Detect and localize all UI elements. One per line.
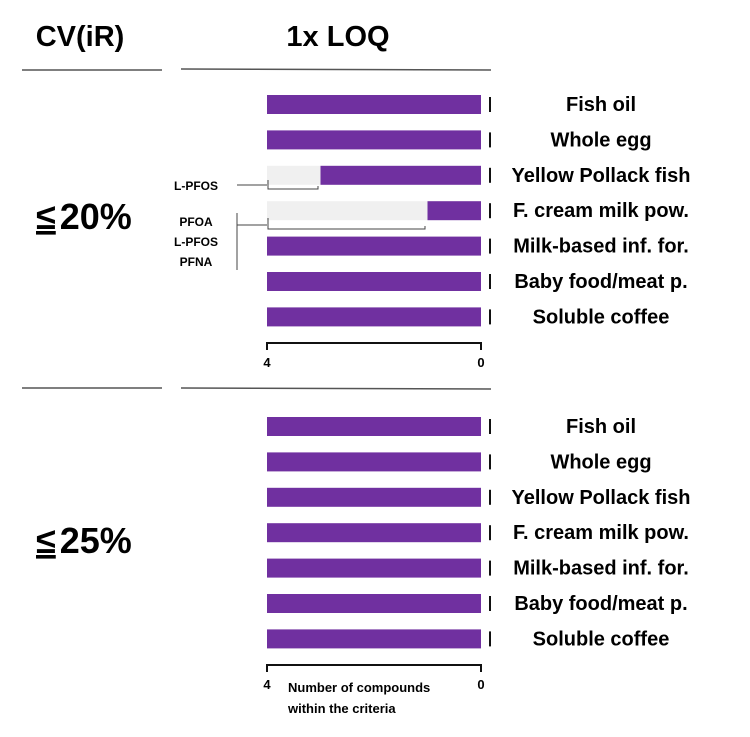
category-label: Yellow Pollack fish <box>512 165 691 187</box>
x-tick-label: 4 <box>263 355 271 370</box>
category-label: Fish oil <box>566 94 636 116</box>
category-label: Milk-based inf. for. <box>513 558 689 580</box>
category-label: F. cream milk pow. <box>513 522 689 544</box>
x-tick-label: 0 <box>477 677 484 692</box>
category-label: F. cream milk pow. <box>513 200 689 222</box>
x-axis-label-line1: Number of compounds <box>288 680 430 695</box>
section-cv-20: ≤20% Fish oil Whole egg Yellow Pollack fis… <box>36 94 690 370</box>
section-rule-right <box>180 387 492 390</box>
x-axis-line <box>266 342 482 350</box>
category-label: Fish oil <box>566 416 636 438</box>
annotations: L-PFOS PFOA L-PFOS PFNA <box>174 179 426 270</box>
bar <box>267 629 481 649</box>
le-sign: ≤ <box>36 520 56 561</box>
bar <box>267 487 481 507</box>
bar <box>267 236 481 256</box>
threshold-value: 20% <box>60 196 132 237</box>
category-label: Yellow Pollack fish <box>512 487 691 509</box>
category-label: Whole egg <box>550 451 651 473</box>
category-label: Milk-based inf. for. <box>513 236 689 258</box>
bar <box>427 201 481 221</box>
bar <box>267 523 481 543</box>
bar <box>267 594 481 613</box>
bar <box>267 307 481 327</box>
category-label: Soluble coffee <box>533 306 670 328</box>
category-label: Baby food/meat p. <box>514 271 687 293</box>
header-rule-right <box>180 68 492 71</box>
category-label: Soluble coffee <box>533 628 670 650</box>
category-label: Baby food/meat p. <box>514 593 687 615</box>
annotation-bracket <box>267 218 426 230</box>
missing-bar <box>267 201 428 221</box>
x-tick-label: 4 <box>263 677 271 692</box>
bar <box>267 130 481 150</box>
bar <box>267 417 481 436</box>
category-label: Whole egg <box>550 129 651 151</box>
bar <box>267 558 481 578</box>
x-tick-label: 0 <box>477 355 484 370</box>
bar <box>267 95 481 114</box>
bar-group <box>267 417 491 649</box>
bar <box>267 272 481 291</box>
bar <box>320 165 481 185</box>
bar-group <box>267 95 491 327</box>
section-title: ≤20% <box>36 196 132 237</box>
bar <box>267 452 481 472</box>
annotation-label: PFNA <box>180 255 213 269</box>
le-sign: ≤ <box>36 196 56 237</box>
annotation-label: PFOA <box>179 215 213 229</box>
missing-bar <box>267 165 321 185</box>
category-labels: Fish oil Whole egg Yellow Pollack fish F. c… <box>512 94 691 328</box>
x-axis-label-line2: within the criteria <box>287 701 396 716</box>
annotation-bracket <box>267 180 319 190</box>
header-loq-title: 1x LOQ <box>286 21 389 53</box>
category-labels: Fish oil Whole egg Yellow Pollack fish F. c… <box>512 416 691 650</box>
section-title: ≤25% <box>36 520 132 561</box>
annotation-label: L-PFOS <box>174 235 218 249</box>
section-cv-25: ≤25% Fish oil Whole egg Yellow Pollack fis… <box>36 416 690 716</box>
x-axis-line <box>266 664 482 672</box>
threshold-value: 25% <box>60 520 132 561</box>
annotation-label: L-PFOS <box>174 179 218 193</box>
header-cv-title: CV(iR) <box>36 21 125 53</box>
